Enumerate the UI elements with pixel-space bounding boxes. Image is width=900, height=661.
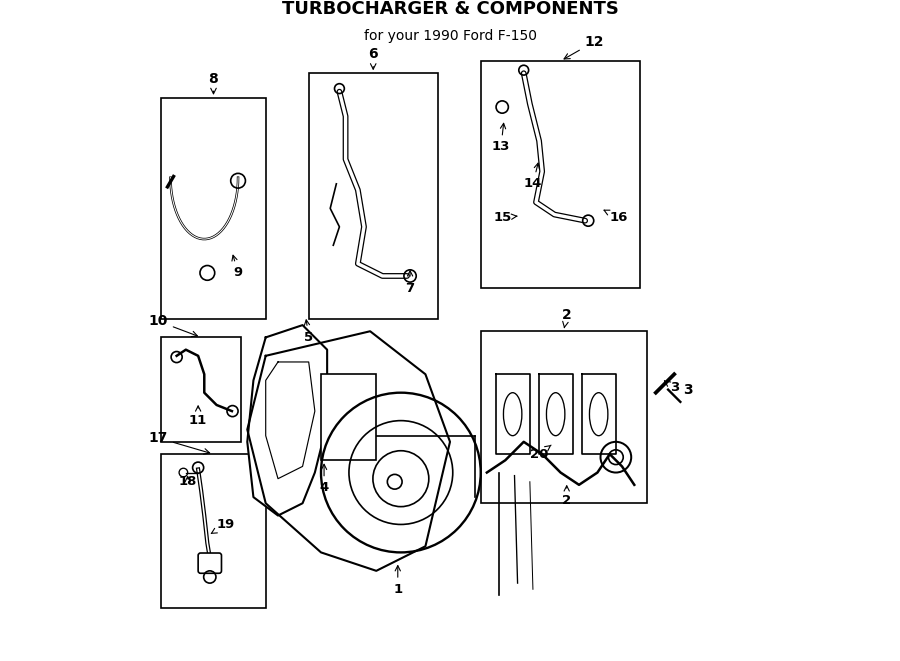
Text: 5: 5 (304, 320, 313, 344)
Text: 19: 19 (212, 518, 235, 533)
Bar (321, 374, 376, 460)
Text: 8: 8 (209, 71, 219, 94)
Bar (161, 454, 266, 607)
Text: 16: 16 (604, 210, 628, 224)
Text: 10: 10 (148, 314, 197, 336)
Text: for your 1990 Ford F-150: for your 1990 Ford F-150 (364, 28, 536, 42)
Text: 3: 3 (664, 381, 679, 394)
Text: TURBOCHARGER & COMPONENTS: TURBOCHARGER & COMPONENTS (282, 0, 618, 18)
FancyBboxPatch shape (198, 553, 221, 573)
Text: 15: 15 (493, 211, 518, 224)
Text: 20: 20 (530, 445, 551, 461)
Text: 11: 11 (189, 406, 207, 427)
Text: 14: 14 (524, 163, 542, 190)
Bar (309, 73, 437, 319)
Text: 1: 1 (393, 566, 402, 596)
Text: 2: 2 (562, 308, 572, 328)
Text: 3: 3 (683, 383, 693, 397)
Text: 2: 2 (562, 486, 572, 507)
Text: 4: 4 (320, 464, 328, 494)
Text: 9: 9 (232, 255, 243, 280)
Text: 17: 17 (148, 431, 210, 454)
Polygon shape (248, 325, 327, 516)
Text: 7: 7 (406, 271, 415, 295)
Text: 12: 12 (564, 34, 604, 59)
Bar (161, 98, 266, 319)
Bar (481, 331, 646, 503)
Text: 6: 6 (368, 47, 378, 69)
Text: 18: 18 (178, 475, 197, 488)
Text: 13: 13 (491, 124, 510, 153)
Bar (161, 337, 241, 442)
Bar (481, 61, 641, 288)
